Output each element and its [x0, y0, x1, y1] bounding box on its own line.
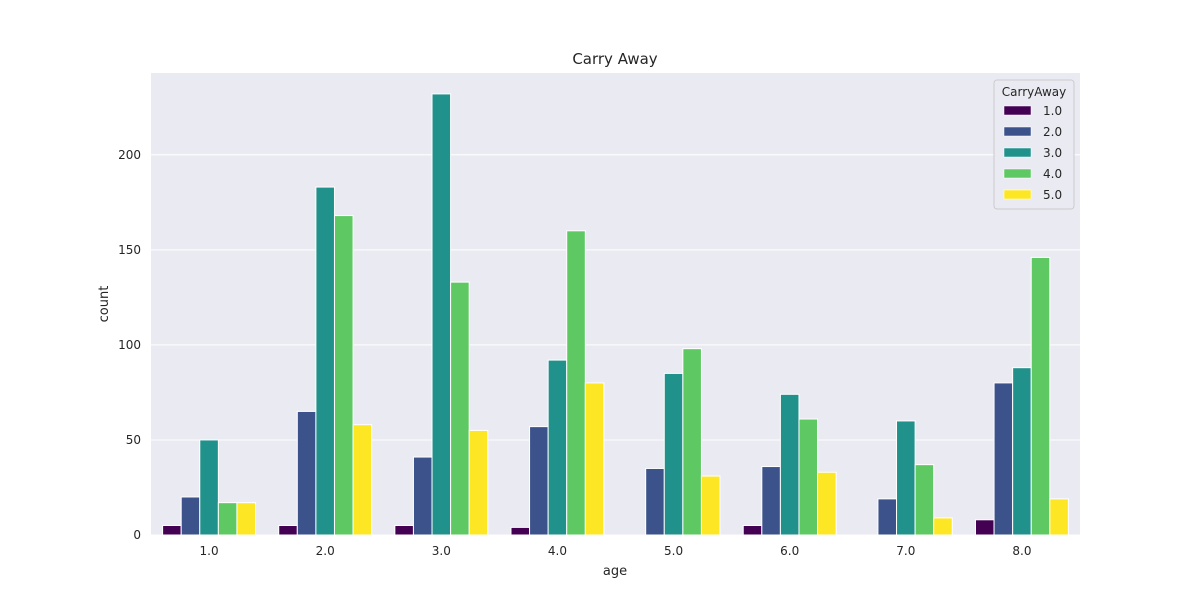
bar-1.0-series-1.0 — [162, 524, 182, 536]
bar-7.0-series-4.0 — [914, 464, 935, 536]
y-tick-label: 100 — [118, 338, 141, 352]
bar-8.0-series-3.0 — [1012, 367, 1032, 536]
legend-items: 1.0 2.0 3.0 4.0 5.0 — [1003, 104, 1062, 202]
bar-3.0-series-1.0 — [394, 524, 414, 536]
x-tick-label: 7.0 — [896, 544, 915, 558]
legend-swatch — [1003, 147, 1032, 158]
x-tick-label: 3.0 — [432, 544, 451, 558]
bar-5.0-series-4.0 — [682, 348, 702, 536]
bar-1.0-series-2.0 — [180, 496, 201, 536]
bar-4.0-series-2.0 — [529, 426, 549, 536]
bar-4.0-series-3.0 — [547, 359, 568, 536]
bar-2.0-series-3.0 — [315, 186, 335, 536]
bar-3.0-series-2.0 — [412, 456, 433, 536]
chart-title: Carry Away — [572, 50, 657, 68]
bar-2.0-series-2.0 — [296, 410, 317, 536]
x-tick-label: 4.0 — [548, 544, 567, 558]
legend-label: 4.0 — [1043, 167, 1062, 181]
bar-5.0-series-5.0 — [700, 475, 721, 536]
x-tick-labels: 1.0 2.0 3.0 4.0 5.0 6.0 7.0 8.0 — [200, 544, 1032, 558]
bar-1.0-series-5.0 — [236, 502, 257, 536]
bar-2.0-series-5.0 — [352, 424, 373, 536]
bar-5.0-series-2.0 — [645, 467, 665, 536]
y-tick-label: 0 — [133, 528, 141, 542]
bar-7.0-series-5.0 — [933, 517, 953, 536]
bar-8.0-series-2.0 — [993, 382, 1014, 536]
legend-swatch — [1003, 105, 1032, 116]
bar-6.0-series-1.0 — [742, 524, 763, 536]
bar-2.0-series-4.0 — [333, 215, 354, 536]
bar-8.0-series-5.0 — [1049, 498, 1069, 536]
x-axis-label: age — [603, 564, 627, 579]
bar-4.0-series-4.0 — [566, 230, 586, 536]
bar-8.0-series-4.0 — [1030, 256, 1051, 536]
legend-label: 1.0 — [1043, 104, 1062, 118]
bar-8.0-series-1.0 — [974, 519, 995, 536]
x-tick-label: 8.0 — [1012, 544, 1031, 558]
bar-1.0-series-3.0 — [199, 439, 219, 536]
bar-6.0-series-3.0 — [779, 393, 800, 536]
bar-1.0-series-4.0 — [217, 502, 238, 536]
bar-6.0-series-2.0 — [761, 466, 781, 536]
bar-5.0-series-3.0 — [663, 372, 684, 536]
bar-6.0-series-5.0 — [817, 471, 837, 536]
legend-swatch — [1003, 168, 1032, 179]
x-tick-label: 5.0 — [664, 544, 683, 558]
bar-4.0-series-1.0 — [510, 526, 531, 536]
y-tick-label: 200 — [118, 148, 141, 162]
legend: CarryAway 1.0 2.0 3.0 4.0 5.0 — [993, 79, 1075, 210]
y-tick-label: 150 — [118, 243, 141, 257]
legend-swatch — [1003, 189, 1032, 200]
x-tick-label: 2.0 — [316, 544, 335, 558]
bar-6.0-series-4.0 — [798, 418, 819, 536]
legend-label: 3.0 — [1043, 146, 1062, 160]
plot-background — [151, 73, 1080, 535]
y-tick-label: 50 — [126, 433, 141, 447]
legend-label: 5.0 — [1043, 188, 1062, 202]
bar-4.0-series-5.0 — [584, 382, 605, 536]
bar-3.0-series-3.0 — [431, 93, 452, 536]
bar-7.0-series-2.0 — [877, 498, 898, 536]
y-tick-labels: 0 50 100 150 200 — [118, 148, 141, 542]
bar-7.0-series-3.0 — [896, 420, 916, 536]
bar-3.0-series-4.0 — [450, 281, 470, 536]
bar-3.0-series-5.0 — [468, 429, 489, 536]
bar-2.0-series-1.0 — [278, 524, 298, 536]
x-tick-label: 6.0 — [780, 544, 799, 558]
legend-title: CarryAway — [1002, 85, 1066, 99]
y-axis-label: count — [97, 286, 112, 323]
legend-label: 2.0 — [1043, 125, 1062, 139]
bars — [162, 93, 1069, 536]
legend-swatch — [1003, 126, 1032, 137]
x-tick-label: 1.0 — [200, 544, 219, 558]
